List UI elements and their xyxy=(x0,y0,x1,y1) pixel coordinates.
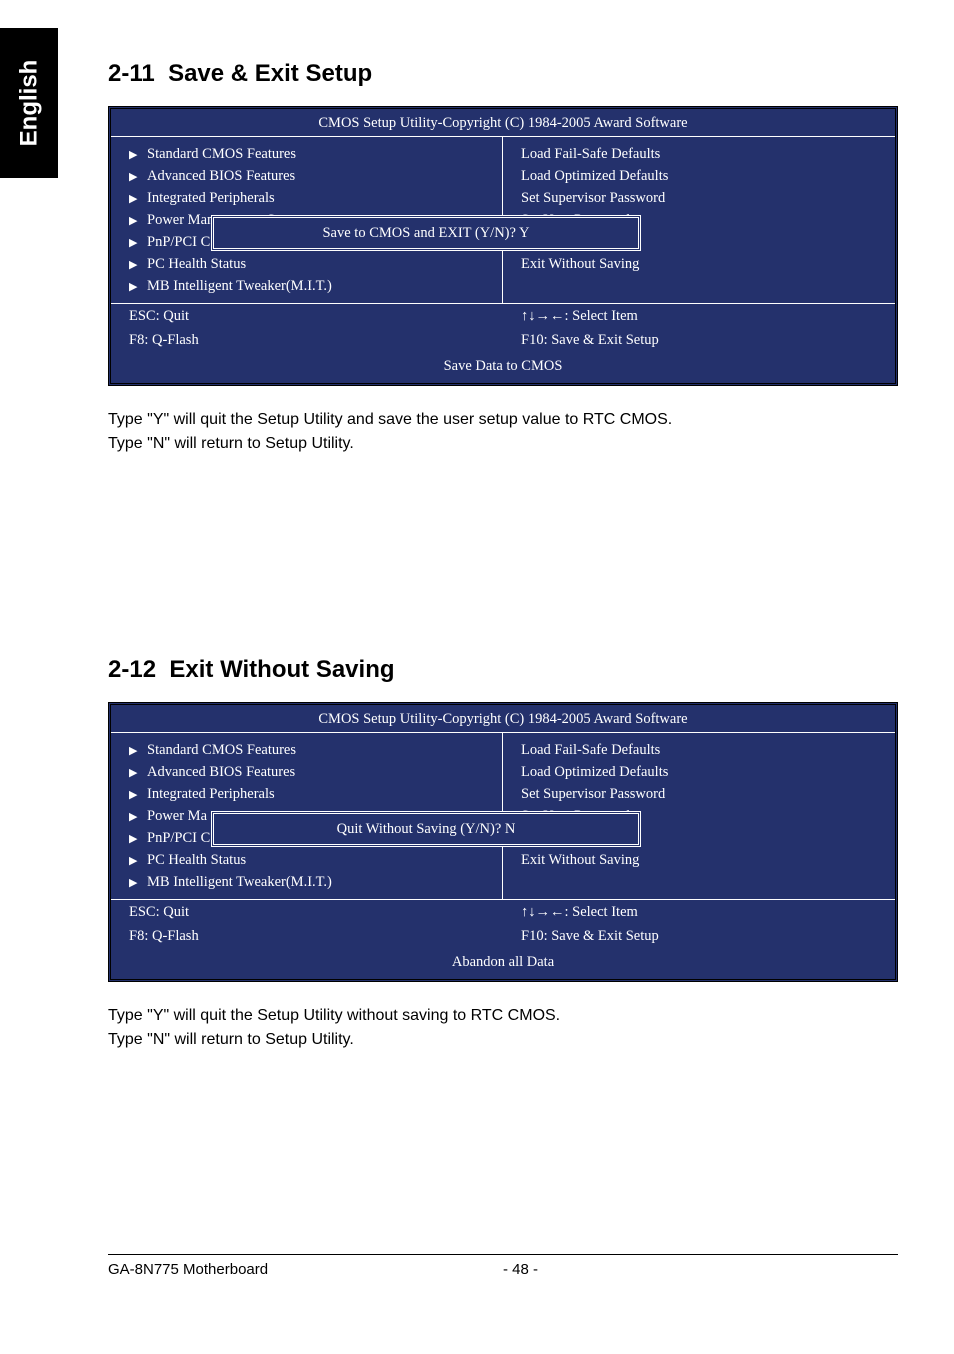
menu-item[interactable]: Load Fail-Safe Defaults xyxy=(503,143,895,165)
menu-label: Exit Without Saving xyxy=(521,256,639,273)
menu-item[interactable]: ▶Integrated Peripherals xyxy=(111,187,502,209)
menu-item[interactable]: Set Supervisor Password xyxy=(503,187,895,209)
menu-item[interactable]: ▶MB Intelligent Tweaker(M.I.T.) xyxy=(111,275,502,297)
para-1-1: Type "Y" will quit the Setup Utility and… xyxy=(108,408,898,432)
bios-cols-2: ▶Standard CMOS Features ▶Advanced BIOS F… xyxy=(111,732,895,900)
bios-cols-1: ▶Standard CMOS Features ▶Advanced BIOS F… xyxy=(111,136,895,304)
menu-label: MB Intelligent Tweaker(M.I.T.) xyxy=(147,874,332,891)
f10-hint: F10: Save & Exit Setup xyxy=(503,924,895,948)
menu-item[interactable]: ▶Standard CMOS Features xyxy=(111,739,502,761)
menu-label: PnP/PCI C xyxy=(147,234,210,251)
spacer xyxy=(108,456,898,656)
triangle-icon: ▶ xyxy=(129,280,147,293)
triangle-icon: ▶ xyxy=(129,832,147,845)
menu-item[interactable]: Exit Without Saving xyxy=(503,253,895,275)
menu-label: Advanced BIOS Features xyxy=(147,764,295,781)
bios-title-1: CMOS Setup Utility-Copyright (C) 1984-20… xyxy=(111,109,895,136)
menu-item[interactable]: ▶Standard CMOS Features xyxy=(111,143,502,165)
bios-footer-keys-2: ESC: Quit ↑↓→←: Select Item xyxy=(111,900,895,924)
menu-label: Advanced BIOS Features xyxy=(147,168,295,185)
footer-left: GA-8N775 Motherboard xyxy=(108,1261,503,1278)
triangle-icon: ▶ xyxy=(129,236,147,249)
menu-label: Set Supervisor Password xyxy=(521,786,665,803)
section-1-heading: 2-11 Save & Exit Setup xyxy=(108,60,898,88)
menu-label: PC Health Status xyxy=(147,852,246,869)
triangle-icon: ▶ xyxy=(129,170,147,183)
section-2-body: Type "Y" will quit the Setup Utility wit… xyxy=(108,1004,898,1052)
triangle-icon: ▶ xyxy=(129,854,147,867)
menu-item[interactable]: Set Supervisor Password xyxy=(503,783,895,805)
f8-hint: F8: Q-Flash xyxy=(111,924,503,948)
triangle-icon: ▶ xyxy=(129,788,147,801)
esc-hint: ESC: Quit xyxy=(111,304,503,328)
menu-item[interactable]: ▶Advanced BIOS Features xyxy=(111,165,502,187)
f8-hint: F8: Q-Flash xyxy=(111,328,503,352)
bios-box-2: CMOS Setup Utility-Copyright (C) 1984-20… xyxy=(108,702,898,982)
bios-footer-keys-1b: F8: Q-Flash F10: Save & Exit Setup xyxy=(111,328,895,352)
page-footer: GA-8N775 Motherboard - 48 - xyxy=(108,1254,898,1278)
dialog-text: Quit Without Saving (Y/N)? N xyxy=(337,821,516,838)
menu-label: Integrated Peripherals xyxy=(147,190,275,207)
section-1-num: 2-11 xyxy=(108,60,155,87)
esc-hint: ESC: Quit xyxy=(111,900,503,924)
language-tab: English xyxy=(0,28,58,178)
menu-label: PnP/PCI C xyxy=(147,830,210,847)
menu-label: Load Optimized Defaults xyxy=(521,764,668,781)
menu-label: Standard CMOS Features xyxy=(147,742,296,759)
triangle-icon: ▶ xyxy=(129,810,147,823)
menu-label: Set Supervisor Password xyxy=(521,190,665,207)
bios-footer-keys-1: ESC: Quit ↑↓→←: Select Item xyxy=(111,304,895,328)
menu-item[interactable]: ▶PC Health Status xyxy=(111,849,502,871)
para-2-1: Type "Y" will quit the Setup Utility wit… xyxy=(108,1004,898,1028)
menu-item[interactable]: Load Optimized Defaults xyxy=(503,761,895,783)
menu-label: Load Fail-Safe Defaults xyxy=(521,742,660,759)
footer-page-number: - 48 - xyxy=(503,1261,538,1278)
triangle-icon: ▶ xyxy=(129,148,147,161)
bios-footer-msg-1: Save Data to CMOS xyxy=(111,352,895,383)
language-label: English xyxy=(15,60,43,147)
f10-hint: F10: Save & Exit Setup xyxy=(503,328,895,352)
menu-label: PC Health Status xyxy=(147,256,246,273)
section-1-title: Save & Exit Setup xyxy=(168,60,372,87)
menu-label: MB Intelligent Tweaker(M.I.T.) xyxy=(147,278,332,295)
triangle-icon: ▶ xyxy=(129,766,147,779)
section-2-num: 2-12 xyxy=(108,656,156,683)
menu-label: Exit Without Saving xyxy=(521,852,639,869)
para-1-2: Type "N" will return to Setup Utility. xyxy=(108,432,898,456)
menu-label: Load Fail-Safe Defaults xyxy=(521,146,660,163)
triangle-icon: ▶ xyxy=(129,744,147,757)
section-1-body: Type "Y" will quit the Setup Utility and… xyxy=(108,408,898,456)
triangle-icon: ▶ xyxy=(129,214,147,227)
menu-label: Load Optimized Defaults xyxy=(521,168,668,185)
menu-item[interactable]: Load Fail-Safe Defaults xyxy=(503,739,895,761)
dialog-text: Save to CMOS and EXIT (Y/N)? Y xyxy=(322,225,529,242)
dialog-overlay-2[interactable]: Quit Without Saving (Y/N)? N xyxy=(211,811,641,847)
menu-item[interactable]: ▶Advanced BIOS Features xyxy=(111,761,502,783)
menu-label: Standard CMOS Features xyxy=(147,146,296,163)
section-2-title: Exit Without Saving xyxy=(169,656,394,683)
menu-item[interactable]: Exit Without Saving xyxy=(503,849,895,871)
triangle-icon: ▶ xyxy=(129,258,147,271)
page-content: 2-11 Save & Exit Setup CMOS Setup Utilit… xyxy=(108,60,898,1052)
menu-item[interactable]: ▶MB Intelligent Tweaker(M.I.T.) xyxy=(111,871,502,893)
para-2-2: Type "N" will return to Setup Utility. xyxy=(108,1028,898,1052)
triangle-icon: ▶ xyxy=(129,876,147,889)
menu-label: Integrated Peripherals xyxy=(147,786,275,803)
menu-label: Power Ma xyxy=(147,808,207,825)
select-hint: ↑↓→←: Select Item xyxy=(503,304,895,328)
select-hint: ↑↓→←: Select Item xyxy=(503,900,895,924)
dialog-overlay-1[interactable]: Save to CMOS and EXIT (Y/N)? Y xyxy=(211,215,641,251)
bios-title-2: CMOS Setup Utility-Copyright (C) 1984-20… xyxy=(111,705,895,732)
menu-item[interactable]: Load Optimized Defaults xyxy=(503,165,895,187)
section-2-heading: 2-12 Exit Without Saving xyxy=(108,656,898,684)
menu-item[interactable]: ▶Integrated Peripherals xyxy=(111,783,502,805)
bios-footer-msg-2: Abandon all Data xyxy=(111,948,895,979)
triangle-icon: ▶ xyxy=(129,192,147,205)
bios-footer-keys-2b: F8: Q-Flash F10: Save & Exit Setup xyxy=(111,924,895,948)
menu-item[interactable]: ▶PC Health Status xyxy=(111,253,502,275)
bios-box-1: CMOS Setup Utility-Copyright (C) 1984-20… xyxy=(108,106,898,386)
